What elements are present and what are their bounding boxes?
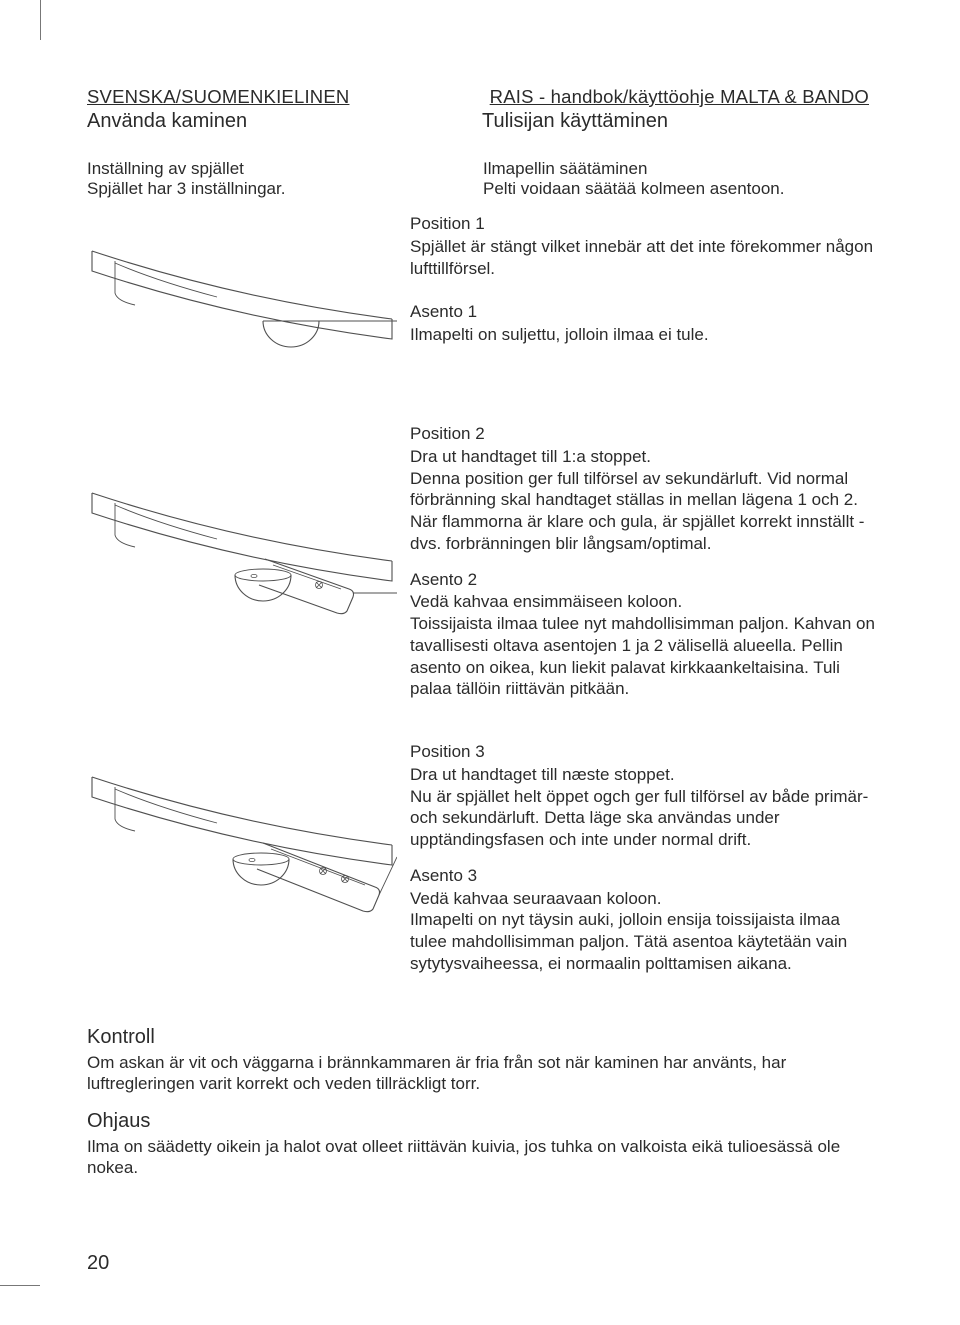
bottom-section: Kontroll Om askan är vit och väggarna i … (87, 1025, 875, 1179)
diagram-position-1 (87, 221, 397, 361)
section-position-2: Position 2 Dra ut handtaget till 1:a sto… (87, 423, 875, 723)
pos1-fi-body: Ilmapelti on suljettu, jolloin ilmaa ei … (410, 324, 875, 346)
crop-mark-vertical (40, 0, 41, 40)
ohjaus-title: Ohjaus (87, 1109, 875, 1135)
header-row: SVENSKA/SUOMENKIELINEN RAIS - handbok/kä… (87, 86, 875, 108)
section-position-1: Position 1 Spjället är stängt vilket inn… (87, 213, 875, 383)
pos1-sv-title: Position 1 (410, 213, 875, 235)
page-content: SVENSKA/SUOMENKIELINEN RAIS - handbok/kä… (87, 86, 875, 1179)
pos3-fi-title: Asento 3 (410, 865, 875, 887)
crop-mark-horizontal (0, 1285, 40, 1286)
page-number: 20 (87, 1252, 109, 1275)
pos2-fi-title: Asento 2 (410, 569, 875, 591)
text-position-2: Position 2 Dra ut handtaget till 1:a sto… (410, 423, 875, 700)
pos3-fi-body: Vedä kahvaa seuraavaan koloon. Ilmapelti… (410, 888, 875, 975)
pos2-sv-body: Dra ut handtaget till 1:a stoppet. Denna… (410, 446, 875, 555)
pos1-fi-title: Asento 1 (410, 301, 875, 323)
pos3-sv-title: Position 3 (410, 741, 875, 763)
subhead-finnish: Tulisijan käyttäminen (432, 110, 668, 133)
subhead-swedish: Använda kaminen (87, 110, 432, 133)
ohjaus-body: Ilma on säädetty oikein ja halot ovat ol… (87, 1136, 875, 1180)
text-position-3: Position 3 Dra ut handtaget till næste s… (410, 741, 875, 975)
header-language: SVENSKA/SUOMENKIELINEN (87, 86, 349, 108)
intro-row: Inställning av spjället Spjället har 3 i… (87, 159, 875, 199)
diagram-position-2 (87, 463, 397, 633)
diagram-position-3 (87, 747, 397, 937)
kontroll-title: Kontroll (87, 1025, 875, 1051)
intro-swedish: Inställning av spjället Spjället har 3 i… (87, 159, 483, 199)
pos1-sv-body: Spjället är stängt vilket innebär att de… (410, 236, 875, 280)
section-position-3: Position 3 Dra ut handtaget till næste s… (87, 741, 875, 1021)
pos2-sv-title: Position 2 (410, 423, 875, 445)
intro-finnish: Ilmapellin säätäminen Pelti voidaan säät… (483, 159, 784, 199)
pos3-sv-body: Dra ut handtaget till næste stoppet. Nu … (410, 764, 875, 851)
text-position-1: Position 1 Spjället är stängt vilket inn… (410, 213, 875, 346)
pos2-fi-body: Vedä kahvaa ensimmäiseen koloon. Toissij… (410, 591, 875, 700)
header-publication: RAIS - handbok/käyttöohje MALTA & BANDO (490, 86, 875, 108)
kontroll-body: Om askan är vit och väggarna i brännkamm… (87, 1052, 875, 1096)
subhead-row: Använda kaminen Tulisijan käyttäminen (87, 110, 875, 133)
